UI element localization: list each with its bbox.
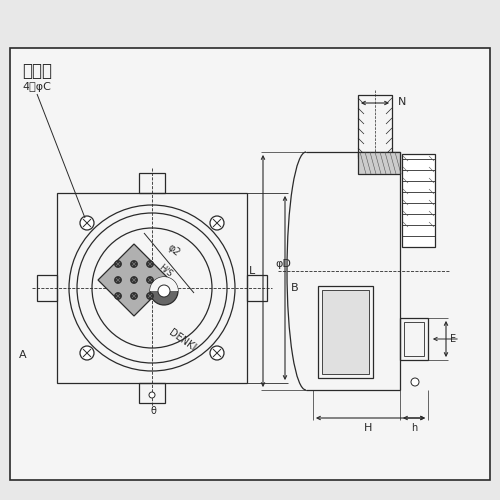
Circle shape [158,285,170,297]
Wedge shape [150,277,178,291]
Text: N: N [398,97,406,107]
Bar [139,383,165,403]
Bar [139,173,165,193]
Bar [402,154,435,247]
Circle shape [80,346,94,360]
Bar [358,95,392,157]
Circle shape [210,216,224,230]
Bar [358,152,400,174]
Text: E: E [450,334,456,344]
Text: H: H [364,423,372,433]
Circle shape [130,276,138,283]
Bar [57,193,247,383]
Bar [10,48,490,480]
Text: φD: φD [275,259,291,269]
Circle shape [146,276,154,283]
Bar [247,275,267,301]
Text: θ: θ [150,406,156,416]
Bar [404,322,424,356]
Text: B: B [291,283,298,293]
Circle shape [411,378,419,386]
Text: h: h [411,423,417,433]
Polygon shape [98,244,170,316]
Circle shape [114,292,121,300]
Bar [318,286,373,378]
Text: L: L [249,266,255,276]
Bar [322,290,369,374]
Text: H/S: H/S [158,262,174,278]
Text: 寸法図: 寸法図 [22,62,52,80]
Text: DENKI: DENKI [166,327,198,353]
Circle shape [146,260,154,268]
Text: A: A [20,350,27,360]
Text: 4－φC: 4－φC [22,82,51,92]
Bar [400,318,428,360]
Circle shape [130,260,138,268]
Circle shape [150,277,178,305]
Circle shape [80,216,94,230]
Circle shape [146,292,154,300]
Circle shape [149,392,155,398]
Bar [37,275,57,301]
Circle shape [130,292,138,300]
Circle shape [114,260,121,268]
Circle shape [114,276,121,283]
Circle shape [210,346,224,360]
Text: φ2: φ2 [166,242,182,258]
